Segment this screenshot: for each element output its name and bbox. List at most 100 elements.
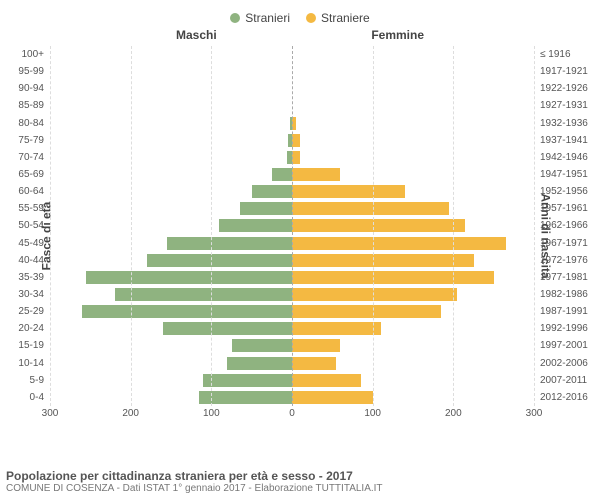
female-bar bbox=[292, 322, 381, 335]
female-half bbox=[292, 269, 534, 286]
gridline bbox=[534, 46, 535, 406]
male-half bbox=[50, 320, 292, 337]
male-bar bbox=[86, 271, 292, 284]
male-half bbox=[50, 132, 292, 149]
birth-year-label: 1922-1926 bbox=[540, 83, 588, 94]
legend-male-label: Stranieri bbox=[245, 11, 290, 25]
male-half bbox=[50, 286, 292, 303]
birth-year-label: 1967-1971 bbox=[540, 238, 588, 249]
age-label: 70-74 bbox=[18, 152, 44, 163]
male-half bbox=[50, 63, 292, 80]
female-bar bbox=[292, 391, 373, 404]
female-bar bbox=[292, 134, 300, 147]
male-half bbox=[50, 235, 292, 252]
age-label: 0-4 bbox=[30, 392, 44, 403]
female-bar bbox=[292, 288, 457, 301]
birth-year-label: 1947-1951 bbox=[540, 169, 588, 180]
age-label: 60-64 bbox=[18, 186, 44, 197]
age-label: 85-89 bbox=[18, 100, 44, 111]
col-header-female: Femmine bbox=[371, 28, 424, 42]
birth-year-label: 1917-1921 bbox=[540, 66, 588, 77]
gridline bbox=[373, 46, 374, 406]
female-half bbox=[292, 132, 534, 149]
gridline bbox=[131, 46, 132, 406]
male-bar bbox=[115, 288, 292, 301]
chart-subtitle: COMUNE DI COSENZA - Dati ISTAT 1° gennai… bbox=[6, 483, 383, 494]
female-half bbox=[292, 166, 534, 183]
col-header-male: Maschi bbox=[176, 28, 217, 42]
female-half bbox=[292, 46, 534, 63]
column-headers: Maschi Femmine bbox=[6, 28, 594, 46]
age-label: 80-84 bbox=[18, 118, 44, 129]
male-half bbox=[50, 200, 292, 217]
female-half bbox=[292, 337, 534, 354]
male-half bbox=[50, 166, 292, 183]
gridline bbox=[453, 46, 454, 406]
male-bar bbox=[199, 391, 292, 404]
birth-year-label: 1972-1976 bbox=[540, 255, 588, 266]
male-half bbox=[50, 303, 292, 320]
birth-year-label: 1962-1966 bbox=[540, 220, 588, 231]
birth-year-label: ≤ 1916 bbox=[540, 49, 571, 60]
female-bar bbox=[292, 237, 506, 250]
male-bar bbox=[147, 254, 292, 267]
female-half bbox=[292, 183, 534, 200]
birth-year-label: 1982-1986 bbox=[540, 289, 588, 300]
female-half bbox=[292, 252, 534, 269]
female-half bbox=[292, 200, 534, 217]
age-label: 55-59 bbox=[18, 203, 44, 214]
x-tick: 100 bbox=[364, 408, 381, 419]
female-half bbox=[292, 217, 534, 234]
age-label: 50-54 bbox=[18, 220, 44, 231]
x-tick: 0 bbox=[289, 408, 295, 419]
male-bar bbox=[272, 168, 292, 181]
male-half bbox=[50, 355, 292, 372]
female-bar bbox=[292, 374, 361, 387]
male-half bbox=[50, 252, 292, 269]
male-half bbox=[50, 46, 292, 63]
age-label: 90-94 bbox=[18, 83, 44, 94]
birth-year-label: 1952-1956 bbox=[540, 186, 588, 197]
legend-female: Straniere bbox=[306, 11, 370, 25]
birth-year-label: 2007-2011 bbox=[540, 375, 587, 386]
age-label: 30-34 bbox=[18, 289, 44, 300]
female-half bbox=[292, 115, 534, 132]
male-bar bbox=[252, 185, 292, 198]
female-half bbox=[292, 235, 534, 252]
female-half bbox=[292, 372, 534, 389]
birth-year-label: 1997-2001 bbox=[540, 340, 588, 351]
male-half bbox=[50, 389, 292, 406]
age-label: 5-9 bbox=[30, 375, 44, 386]
male-half bbox=[50, 80, 292, 97]
male-bar bbox=[203, 374, 292, 387]
female-bar bbox=[292, 219, 465, 232]
age-label: 15-19 bbox=[18, 340, 44, 351]
male-bar bbox=[163, 322, 292, 335]
female-half bbox=[292, 355, 534, 372]
legend-male-swatch bbox=[230, 13, 240, 23]
x-tick: 100 bbox=[203, 408, 220, 419]
female-half bbox=[292, 389, 534, 406]
male-half bbox=[50, 337, 292, 354]
birth-year-label: 1957-1961 bbox=[540, 203, 588, 214]
birth-year-label: 1927-1931 bbox=[540, 100, 588, 111]
center-line bbox=[292, 46, 293, 406]
legend: Stranieri Straniere bbox=[6, 8, 594, 28]
x-tick: 300 bbox=[526, 408, 543, 419]
age-label: 65-69 bbox=[18, 169, 44, 180]
female-bar bbox=[292, 357, 336, 370]
male-half bbox=[50, 372, 292, 389]
male-bar bbox=[232, 339, 293, 352]
male-half bbox=[50, 115, 292, 132]
age-label: 35-39 bbox=[18, 272, 44, 283]
age-label: 10-14 bbox=[18, 358, 44, 369]
birth-year-label: 1942-1946 bbox=[540, 152, 588, 163]
birth-year-label: 2012-2016 bbox=[540, 392, 588, 403]
gridline bbox=[211, 46, 212, 406]
age-label: 95-99 bbox=[18, 66, 44, 77]
female-half bbox=[292, 80, 534, 97]
chart-title: Popolazione per cittadinanza straniera p… bbox=[6, 469, 383, 483]
x-tick: 300 bbox=[42, 408, 59, 419]
female-half bbox=[292, 320, 534, 337]
male-bar bbox=[227, 357, 292, 370]
